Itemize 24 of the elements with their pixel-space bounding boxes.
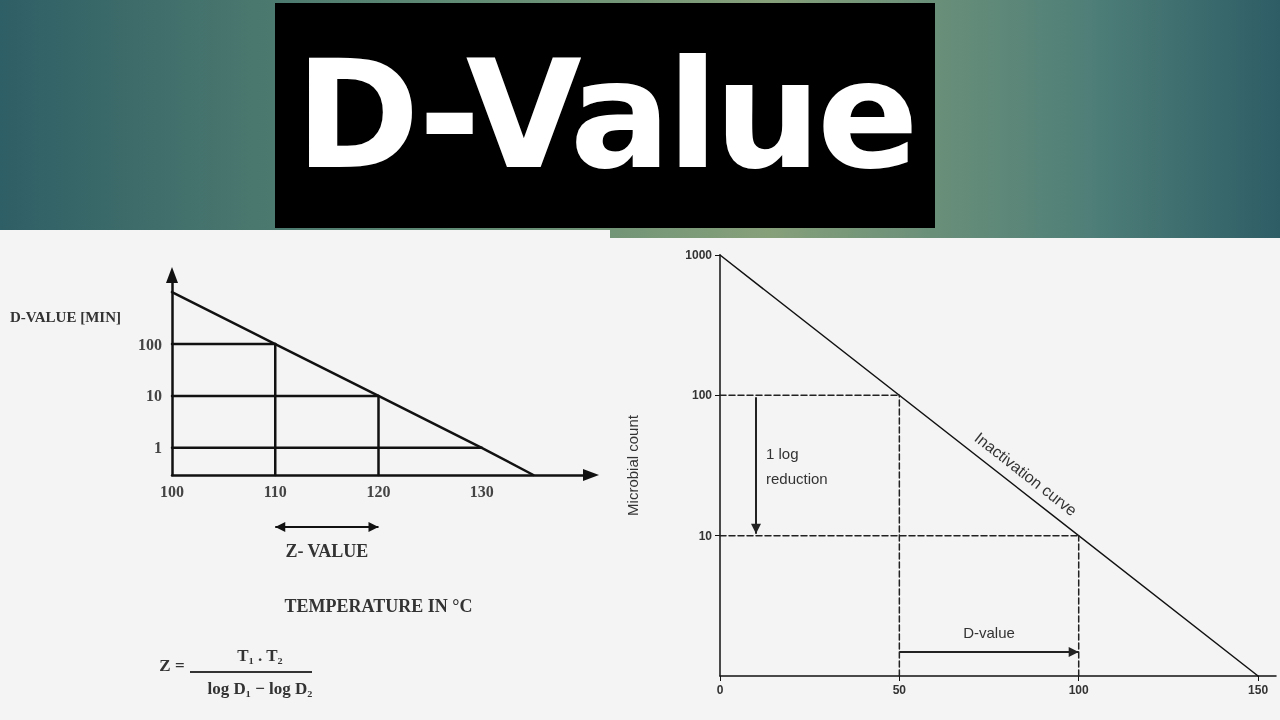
x-tick-label: 100	[1068, 683, 1090, 697]
text: log D₁ − log D₂	[207, 678, 313, 698]
text: T₁ . T₂	[237, 645, 283, 665]
y-axis-title: Microbial count	[624, 414, 641, 516]
x-tick-label: 120	[366, 482, 391, 500]
y-tick-label: 1000	[685, 248, 713, 262]
y-tick-label: 10	[698, 528, 713, 543]
annotation: D-value	[963, 623, 1015, 641]
x-tick-label: 110	[263, 482, 287, 500]
y-tick-label: 100	[691, 388, 713, 403]
y-axis-title: D-VALUE [MIN]	[10, 309, 121, 326]
chart-title: D-Value	[275, 3, 935, 228]
x-tick-label: 150	[1248, 683, 1269, 697]
x-tick-label: 50	[892, 683, 907, 697]
x-tick-label: 0	[716, 683, 724, 697]
x-tick-label: 100	[160, 482, 184, 500]
x-axis-title: TEMPERATURE IN °C	[284, 596, 473, 616]
y-tick-label: 100	[138, 335, 162, 353]
annotation: 1 log reduction	[766, 444, 828, 487]
y-tick-label: 10	[146, 387, 162, 405]
y-tick-label: 1	[154, 439, 162, 457]
text: Z =	[159, 655, 185, 675]
text: Z- VALUE	[285, 541, 369, 561]
x-tick-label: 130	[469, 482, 494, 500]
